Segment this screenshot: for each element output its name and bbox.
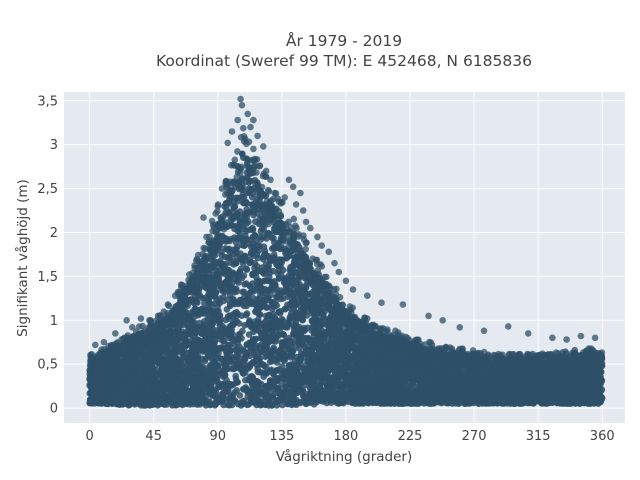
data-point [243,265,250,273]
chart-title: År 1979 - 2019 [286,31,402,50]
data-point [255,220,263,228]
data-point [271,238,278,246]
data-point [250,295,257,302]
data-points [86,95,606,409]
chart-subtitle: Koordinat (Sweref 99 TM): E 452468, N 61… [156,52,532,70]
data-point [218,252,226,259]
data-point [205,298,212,305]
data-point [250,208,257,216]
data-point [223,306,231,313]
data-point [254,254,262,262]
data-point [232,346,240,354]
